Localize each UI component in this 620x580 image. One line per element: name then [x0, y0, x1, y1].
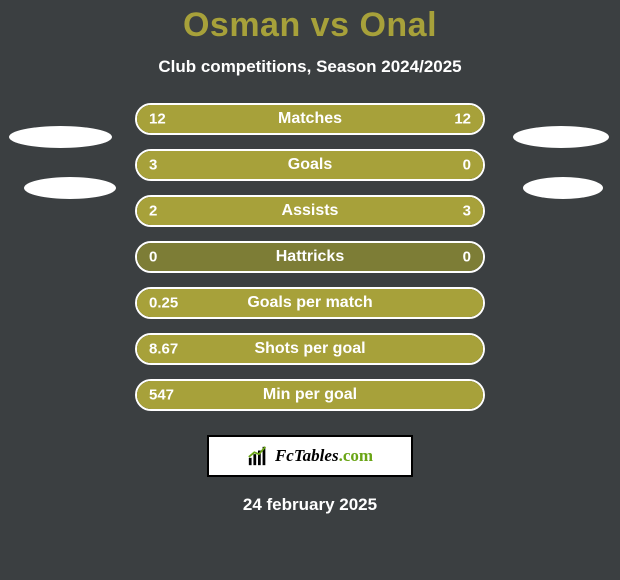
stat-row: Hattricks 0 0 [0, 241, 620, 273]
chart-icon [247, 445, 269, 467]
decorative-ellipse [9, 126, 112, 148]
comparison-card: Osman vs Onal Club competitions, Season … [0, 0, 620, 580]
stat-value-left: 0 [149, 249, 157, 266]
badge-prefix: FcTables [275, 446, 339, 465]
subtitle: Club competitions, Season 2024/2025 [0, 57, 620, 77]
stat-bar: Goals per match 0.25 [135, 287, 485, 319]
stat-bar: Shots per goal 8.67 [135, 333, 485, 365]
stat-value-right: 0 [463, 249, 471, 266]
stat-row: Assists 2 3 [0, 195, 620, 227]
stat-value-left: 8.67 [149, 341, 178, 358]
stat-bar: Hattricks 0 0 [135, 241, 485, 273]
decorative-ellipse [513, 126, 609, 148]
stat-row: Goals 3 0 [0, 149, 620, 181]
stat-label: Shots per goal [254, 340, 365, 358]
stat-value-left: 3 [149, 157, 157, 174]
stat-row: Shots per goal 8.67 [0, 333, 620, 365]
stat-bar: Goals 3 0 [135, 149, 485, 181]
stat-label: Hattricks [276, 248, 344, 266]
date-label: 24 february 2025 [0, 495, 620, 515]
badge-text: FcTables.com [275, 446, 373, 466]
decorative-ellipse [24, 177, 116, 199]
page-title: Osman vs Onal [0, 6, 620, 45]
stat-label: Matches [278, 110, 342, 128]
stat-label: Goals [288, 156, 332, 174]
stats-rows: Matches1212Goals30Assists23Hattricks00Go… [0, 103, 620, 411]
stat-value-left: 2 [149, 203, 157, 220]
stat-bar: Assists 2 3 [135, 195, 485, 227]
stat-bar: Matches 12 12 [135, 103, 485, 135]
source-badge[interactable]: FcTables.com [207, 435, 413, 477]
stat-value-right: 3 [463, 203, 471, 220]
badge-suffix: .com [339, 446, 373, 465]
stat-row: Min per goal 547 [0, 379, 620, 411]
stat-value-right: 0 [463, 157, 471, 174]
stat-value-left: 547 [149, 387, 174, 404]
stat-row: Goals per match 0.25 [0, 287, 620, 319]
stat-value-right: 12 [454, 111, 471, 128]
stat-bar: Min per goal 547 [135, 379, 485, 411]
stat-label: Goals per match [247, 294, 372, 312]
stat-label: Min per goal [263, 386, 357, 404]
stat-value-left: 12 [149, 111, 166, 128]
stat-label: Assists [282, 202, 339, 220]
stat-value-left: 0.25 [149, 295, 178, 312]
decorative-ellipse [523, 177, 603, 199]
fill-left [137, 197, 275, 225]
